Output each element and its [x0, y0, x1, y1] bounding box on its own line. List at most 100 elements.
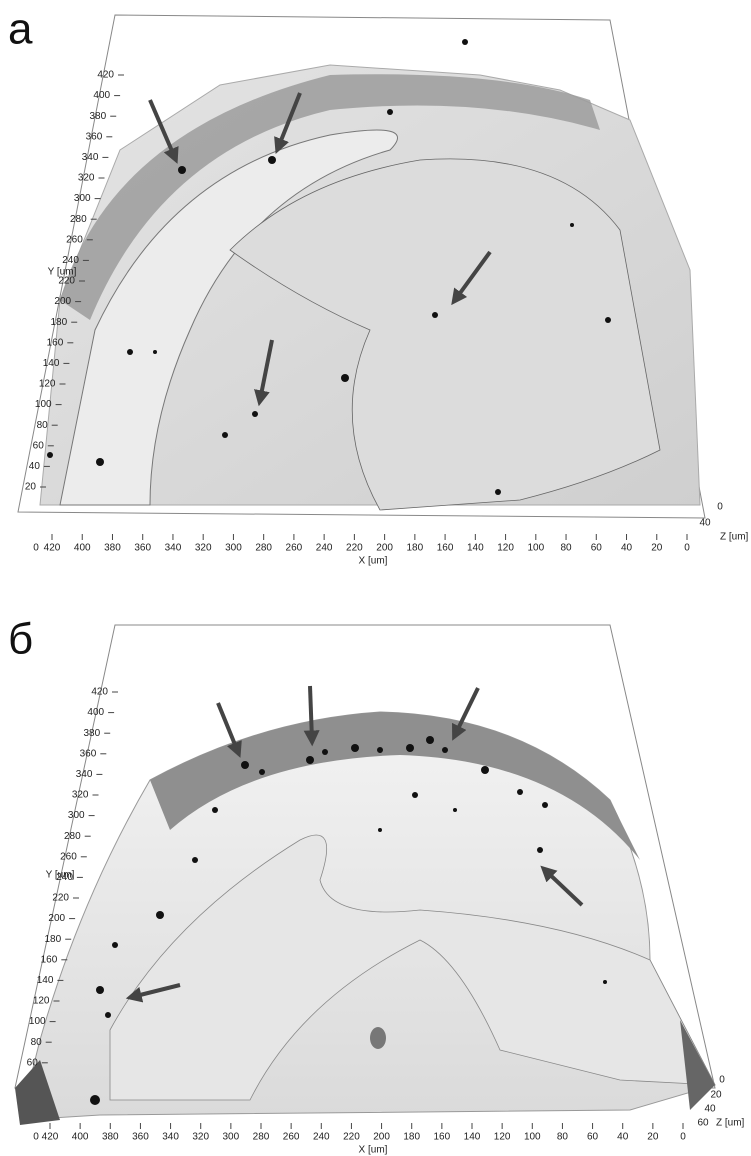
x-tick-label: 220	[343, 1132, 360, 1143]
y-tick-label: 360	[80, 748, 97, 759]
x-tick-label: 60	[591, 543, 603, 554]
x-tick-label: 160	[434, 1132, 451, 1143]
y-tick-label: 180	[45, 934, 62, 945]
x-tick-label: 340	[162, 1132, 179, 1143]
x-axis-label: X [um]	[359, 1145, 388, 1156]
x-tick-label: 80	[560, 543, 572, 554]
y-tick-label: 400	[93, 90, 110, 101]
y-tick-label: 380	[90, 111, 107, 122]
y-tick-label: 340	[82, 152, 99, 163]
x-tick-label: 300	[223, 1132, 240, 1143]
x-tick-label: 180	[403, 1132, 420, 1143]
y-tick-label: 60	[27, 1057, 39, 1068]
z-axis-label: Z [um]	[720, 532, 749, 543]
x-tick-label: 320	[192, 1132, 209, 1143]
y-tick-label: 380	[84, 728, 101, 739]
x-tick-label: 400	[72, 1132, 89, 1143]
y-tick-label: 240	[56, 872, 73, 883]
x-tick-label: 200	[373, 1132, 390, 1143]
hole	[370, 1027, 386, 1049]
x-tick-label: 300	[225, 543, 242, 554]
y-tick-label: 360	[86, 131, 103, 142]
y-tick-label: 280	[64, 831, 81, 842]
x-tick-label: 100	[524, 1132, 541, 1143]
x-tick-label: 360	[134, 543, 151, 554]
y-tick-label: 400	[87, 707, 104, 718]
x-tick-label: 400	[74, 543, 91, 554]
x-tick-label: 340	[165, 543, 182, 554]
origin-label: 0	[33, 1132, 39, 1143]
x-tick-label: 360	[132, 1132, 149, 1143]
figure: а Y [um] X [um] Z [um] 0 б	[0, 0, 751, 1156]
y-tick-label: 180	[51, 317, 68, 328]
x-tick-label: 0	[680, 1132, 686, 1143]
x-tick-label: 20	[651, 543, 663, 554]
y-tick-label: 220	[52, 893, 69, 904]
y-tick-label: 200	[48, 913, 65, 924]
x-tick-label: 100	[527, 543, 544, 554]
y-tick-label: 80	[37, 420, 49, 431]
y-tick-label: 20	[25, 482, 37, 493]
x-tick-label: 40	[617, 1132, 629, 1143]
y-tick-label: 260	[66, 234, 83, 245]
x-tick-label: 180	[407, 543, 424, 554]
z-tick-label: 0	[717, 502, 723, 513]
x-tick-label: 260	[283, 1132, 300, 1143]
y-tick-label: 300	[74, 193, 91, 204]
panel-a: а Y [um] X [um] Z [um] 0	[8, 5, 749, 567]
origin-label: 0	[33, 543, 39, 554]
x-tick-label: 120	[497, 543, 514, 554]
x-tick-label: 20	[647, 1132, 659, 1143]
y-tick-label: 120	[33, 996, 50, 1007]
x-tick-label: 420	[44, 543, 61, 554]
y-tick-label: 60	[33, 440, 45, 451]
z-axis-label: Z [um]	[716, 1118, 745, 1129]
z-tick-label: 20	[710, 1090, 722, 1101]
y-tick-label: 240	[62, 255, 79, 266]
panel-b: б Y [um] X [um] Z [um] 0	[8, 615, 745, 1156]
x-tick-label: 280	[255, 543, 272, 554]
y-tick-label: 300	[68, 810, 85, 821]
x-tick-label: 60	[587, 1132, 599, 1143]
y-tick-label: 140	[43, 358, 60, 369]
y-tick-label: 340	[76, 769, 93, 780]
x-tick-label: 80	[557, 1132, 569, 1143]
y-tick-label: 320	[78, 173, 95, 184]
x-tick-label: 40	[621, 543, 633, 554]
x-tick-label: 120	[494, 1132, 511, 1143]
x-tick-label: 0	[684, 543, 690, 554]
z-tick-label: 60	[697, 1118, 709, 1129]
y-tick-label: 280	[70, 214, 87, 225]
x-tick-label: 420	[42, 1132, 59, 1143]
x-tick-label: 380	[104, 543, 121, 554]
x-tick-label: 240	[313, 1132, 330, 1143]
y-tick-label: 100	[29, 1016, 46, 1027]
x-tick-label: 380	[102, 1132, 119, 1143]
y-tick-label: 160	[41, 954, 58, 965]
x-tick-label: 200	[376, 543, 393, 554]
y-tick-label: 100	[35, 399, 52, 410]
y-tick-label: 140	[37, 975, 54, 986]
panel-label: а	[8, 5, 33, 54]
y-tick-label: 40	[29, 461, 41, 472]
y-tick-label: 220	[58, 276, 75, 287]
x-tick-label: 140	[467, 543, 484, 554]
x-tick-label: 260	[286, 543, 303, 554]
y-tick-label: 260	[60, 851, 77, 862]
x-tick-label: 280	[253, 1132, 270, 1143]
panel-label: б	[8, 615, 33, 664]
arrow	[310, 686, 312, 740]
y-tick-label: 420	[91, 687, 108, 698]
y-tick-label: 420	[97, 70, 114, 81]
z-tick-label: 40	[704, 1104, 716, 1115]
y-tick-label: 120	[39, 379, 56, 390]
y-tick-label: 200	[54, 296, 71, 307]
x-tick-label: 320	[195, 543, 212, 554]
x-tick-label: 140	[464, 1132, 481, 1143]
x-tick-label: 240	[316, 543, 333, 554]
x-axis-label: X [um]	[359, 556, 388, 567]
y-tick-label: 80	[31, 1037, 43, 1048]
x-tick-label: 220	[346, 543, 363, 554]
y-tick-label: 160	[47, 337, 64, 348]
z-tick-label: 0	[719, 1075, 725, 1086]
